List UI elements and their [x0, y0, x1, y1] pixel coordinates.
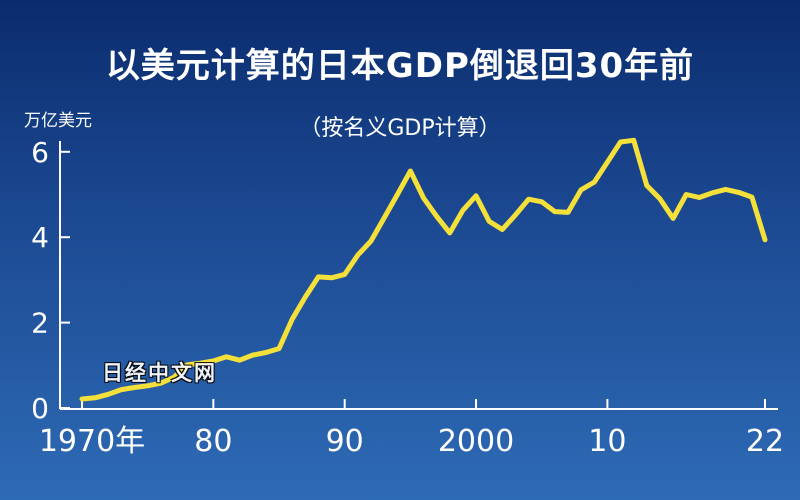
y-axis-label: 万亿美元: [24, 111, 92, 131]
y-tick-label: 4: [31, 221, 49, 254]
x-tick-label: 10: [588, 424, 626, 459]
x-tick-label: 22: [746, 424, 784, 459]
watermark-logo: 日经中文网: [102, 361, 217, 385]
series-line-gdp: [79, 137, 768, 402]
y-tick-label: 0: [31, 392, 49, 425]
y-tick-label: 6: [31, 136, 49, 169]
x-tick-label: 1970年: [39, 424, 145, 459]
y-tick-label: 2: [31, 307, 49, 340]
x-tick-label: 2000: [438, 424, 514, 459]
chart-subtitle: （按名义GDP计算）: [299, 116, 501, 141]
x-tick-label: 80: [194, 424, 232, 459]
x-tick-label: 90: [326, 424, 364, 459]
chart-title: 以美元计算的日本GDP倒退回30年前: [105, 46, 695, 86]
